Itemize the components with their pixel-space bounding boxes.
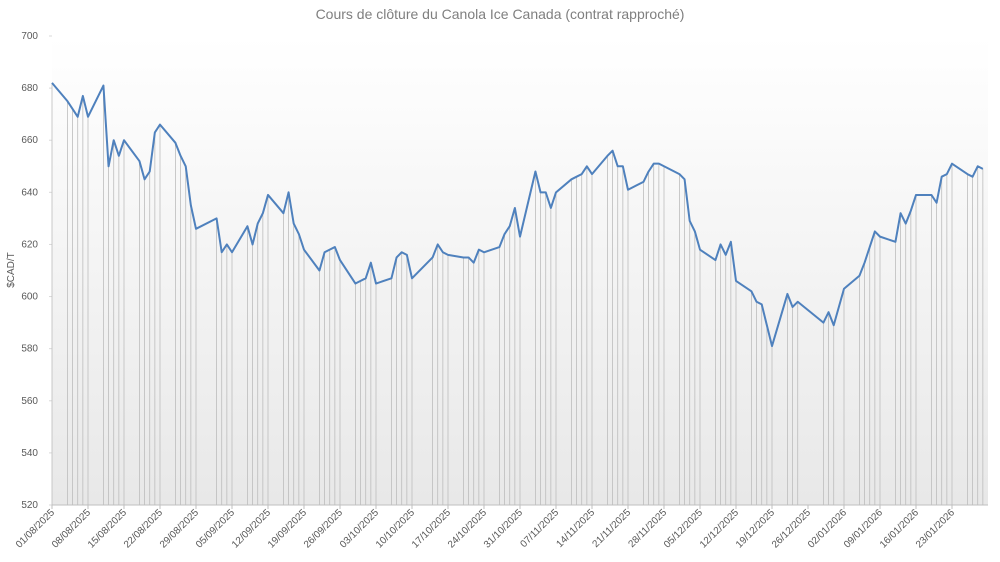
y-tick-label: 660 <box>21 135 38 146</box>
price-line <box>51 82 984 348</box>
y-tick-label: 680 <box>21 83 38 94</box>
chart-title: Cours de clôture du Canola Ice Canada (c… <box>316 6 685 22</box>
y-axis-label: $CAD/T <box>6 252 17 288</box>
y-tick-label: 520 <box>21 500 38 511</box>
y-tick-label: 540 <box>21 448 38 459</box>
y-tick-label: 640 <box>21 187 38 198</box>
y-tick-label: 580 <box>21 344 38 355</box>
y-tick-label: 560 <box>21 396 38 407</box>
y-tick-label: 600 <box>21 292 38 303</box>
y-tick-label: 620 <box>21 239 38 250</box>
x-tick-label: 23/01/2026 <box>914 507 957 550</box>
y-tick-label: 700 <box>21 31 38 42</box>
